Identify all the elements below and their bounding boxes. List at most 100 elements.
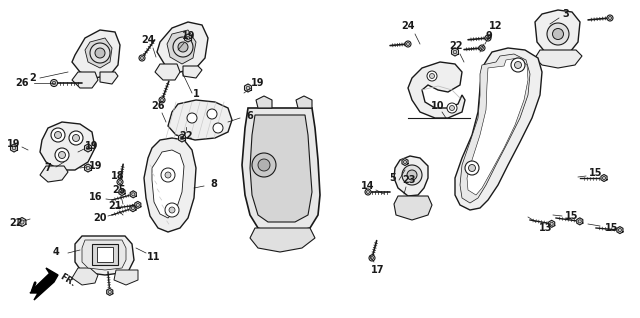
Circle shape xyxy=(117,179,123,185)
Polygon shape xyxy=(548,220,555,227)
Polygon shape xyxy=(408,62,465,118)
Circle shape xyxy=(552,29,563,39)
Polygon shape xyxy=(72,72,98,88)
Circle shape xyxy=(429,73,435,79)
Text: 19: 19 xyxy=(182,31,196,41)
Text: 22: 22 xyxy=(179,131,193,141)
Text: 19: 19 xyxy=(7,139,20,149)
Text: 22: 22 xyxy=(449,41,463,51)
Text: 6: 6 xyxy=(246,111,253,121)
Polygon shape xyxy=(130,191,136,198)
Circle shape xyxy=(407,170,417,180)
Text: 17: 17 xyxy=(371,265,385,275)
Polygon shape xyxy=(72,30,120,78)
Text: 12: 12 xyxy=(489,21,503,31)
Text: 16: 16 xyxy=(89,192,103,202)
Text: 24: 24 xyxy=(141,35,155,45)
Polygon shape xyxy=(168,100,232,140)
Circle shape xyxy=(468,164,476,171)
Text: 15: 15 xyxy=(605,223,619,233)
Circle shape xyxy=(213,123,223,133)
Text: 19: 19 xyxy=(85,141,99,151)
Circle shape xyxy=(515,61,522,68)
Text: 10: 10 xyxy=(431,101,445,111)
Polygon shape xyxy=(75,236,134,275)
Polygon shape xyxy=(244,84,252,92)
Circle shape xyxy=(258,159,270,171)
Polygon shape xyxy=(601,175,607,182)
Circle shape xyxy=(120,190,124,194)
Circle shape xyxy=(136,204,140,206)
Circle shape xyxy=(90,43,110,63)
Circle shape xyxy=(607,15,613,21)
Circle shape xyxy=(486,37,490,39)
Polygon shape xyxy=(296,96,312,108)
Text: 15: 15 xyxy=(565,211,579,221)
Text: 3: 3 xyxy=(563,9,570,19)
Circle shape xyxy=(578,220,581,223)
Polygon shape xyxy=(84,164,92,172)
Circle shape xyxy=(54,132,61,139)
Circle shape xyxy=(246,86,250,90)
Polygon shape xyxy=(179,134,186,142)
Circle shape xyxy=(550,222,553,225)
Polygon shape xyxy=(82,240,126,270)
Circle shape xyxy=(447,103,457,113)
Circle shape xyxy=(159,97,165,103)
Circle shape xyxy=(95,48,105,58)
Polygon shape xyxy=(107,288,113,295)
Circle shape xyxy=(485,35,491,41)
Circle shape xyxy=(165,172,171,178)
Polygon shape xyxy=(40,122,95,170)
Circle shape xyxy=(139,55,145,61)
Circle shape xyxy=(481,46,483,50)
Circle shape xyxy=(602,176,605,180)
Polygon shape xyxy=(250,115,312,222)
Text: 14: 14 xyxy=(361,181,375,191)
Polygon shape xyxy=(617,227,623,234)
Circle shape xyxy=(161,168,175,182)
Polygon shape xyxy=(144,138,196,232)
Text: 11: 11 xyxy=(147,252,161,262)
Circle shape xyxy=(449,106,454,110)
Circle shape xyxy=(178,42,188,52)
Circle shape xyxy=(72,135,79,142)
Circle shape xyxy=(12,146,16,150)
Polygon shape xyxy=(577,218,583,225)
Circle shape xyxy=(371,257,374,259)
Polygon shape xyxy=(402,158,408,165)
Text: 13: 13 xyxy=(540,223,553,233)
Polygon shape xyxy=(452,48,458,56)
Polygon shape xyxy=(135,201,141,208)
Circle shape xyxy=(131,207,134,210)
Polygon shape xyxy=(100,72,118,84)
Text: 23: 23 xyxy=(403,175,416,185)
Polygon shape xyxy=(97,247,113,262)
Polygon shape xyxy=(72,268,98,285)
Text: 26: 26 xyxy=(151,101,164,111)
Circle shape xyxy=(173,37,193,57)
Text: 22: 22 xyxy=(9,218,23,228)
Text: 8: 8 xyxy=(211,179,218,189)
Text: FR.: FR. xyxy=(58,272,77,288)
Polygon shape xyxy=(155,64,180,80)
Polygon shape xyxy=(394,156,428,196)
Circle shape xyxy=(180,136,184,140)
Circle shape xyxy=(187,113,197,123)
Circle shape xyxy=(479,45,485,51)
Text: 15: 15 xyxy=(589,168,603,178)
Circle shape xyxy=(51,80,58,86)
Polygon shape xyxy=(167,30,196,64)
Polygon shape xyxy=(84,144,92,152)
Circle shape xyxy=(86,166,90,170)
Circle shape xyxy=(405,41,411,47)
Circle shape xyxy=(427,71,437,81)
Text: 26: 26 xyxy=(15,78,29,88)
Polygon shape xyxy=(184,34,191,42)
Polygon shape xyxy=(455,48,542,210)
Circle shape xyxy=(165,203,179,217)
Text: 2: 2 xyxy=(29,73,36,83)
Circle shape xyxy=(169,207,175,213)
Text: 18: 18 xyxy=(111,171,125,181)
Circle shape xyxy=(403,160,406,163)
